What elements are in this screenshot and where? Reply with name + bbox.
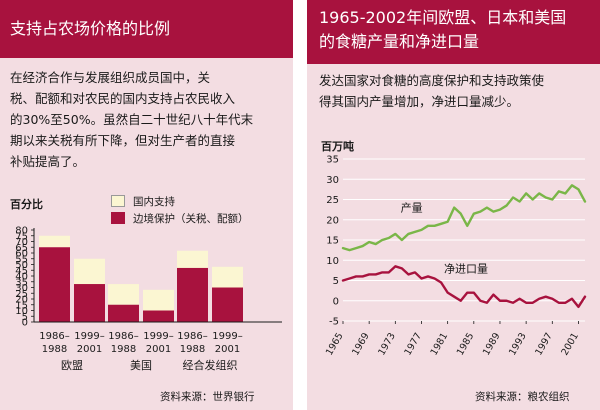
x-period-label: 1999– — [74, 331, 104, 342]
y-tick-label: 10 — [326, 256, 339, 267]
x-period-label: 1999– — [212, 331, 242, 342]
x-group-label: 经合发组织 — [183, 358, 238, 372]
x-tick-label: 1985 — [455, 331, 477, 357]
x-tick-label: 1969 — [350, 331, 372, 357]
y-tick-label: 60 — [15, 249, 28, 260]
legend-swatch-border — [111, 212, 125, 224]
x-tick-label: 1989 — [481, 331, 503, 357]
x-period-label: 2001 — [215, 344, 240, 355]
y-tick-label: 20 — [326, 215, 339, 226]
right-line-chart: -5 0 5 10 15 20 25 30 35 1965 1969 1973 1977 1981 1985… — [324, 155, 587, 357]
x-period-label: 1986– — [108, 331, 138, 342]
x-tick-label: 1965 — [324, 331, 346, 357]
y-tick-label: 40 — [15, 272, 28, 283]
bar-border — [212, 287, 243, 322]
left-body-line: 补贴提高了。 — [10, 154, 86, 169]
right-body-line: 得其国内产量增加，净进口量减少。 — [319, 94, 520, 109]
legend-label-border: 边境保护（关税、配额） — [133, 213, 249, 225]
series-label: 净进口量 — [444, 261, 488, 275]
bar-border — [74, 284, 105, 322]
y-tick-label: 5 — [22, 312, 28, 323]
bar-domestic — [212, 266, 243, 288]
right-source: 资料来源：粮农组织 — [475, 391, 570, 403]
left-header: 支持占农场价格的比例 — [0, 0, 293, 58]
x-tick-label: 1993 — [507, 331, 529, 357]
left-body-line: 的30%至50%。虽然自二十世纪八十年代末 — [10, 112, 254, 127]
bar-domestic — [108, 284, 139, 305]
imports-line — [341, 265, 587, 309]
y-tick-label: 0 — [22, 318, 28, 329]
y-tick-label: 15 — [15, 300, 28, 311]
bar-domestic — [39, 235, 70, 248]
y-tick-label: 35 — [15, 277, 28, 288]
x-tick-label: 1981 — [429, 331, 451, 357]
right-y-unit: 百万吨 — [321, 140, 354, 153]
bar-domestic — [143, 289, 174, 311]
left-source: 资料来源：世界银行 — [160, 391, 255, 403]
x-tick-label: 1973 — [376, 331, 398, 357]
x-period-label: 2001 — [146, 344, 171, 355]
x-period-label: 1988 — [180, 344, 205, 355]
y-tick-label: 65 — [15, 243, 28, 254]
bar-border — [108, 304, 139, 322]
bar-domestic — [177, 250, 208, 268]
y-tick-label: 0 — [333, 296, 339, 307]
x-period-label: 1986– — [39, 331, 69, 342]
x-period-label: 1986– — [177, 331, 207, 342]
right-body-line: 发达国家对食糖的高度保护和支持政策使 — [319, 73, 545, 88]
x-period-label: 1999– — [143, 331, 173, 342]
legend-label-domestic: 国内支持 — [133, 196, 175, 208]
y-tick-label: -5 — [329, 317, 339, 328]
x-period-label: 1988 — [111, 344, 136, 355]
y-tick-label: 20 — [15, 295, 28, 306]
y-tick-label: 10 — [15, 306, 28, 317]
y-tick-label: 70 — [15, 237, 28, 248]
left-panel: 支持占农场价格的比例 在经济合作与发展组织成员国中，关 税、配额和对农民的国内支… — [0, 0, 293, 410]
y-tick-label: 25 — [326, 195, 339, 206]
y-tick-label: 80 — [15, 226, 28, 237]
right-title-line: 的食糖产量和净进口量 — [319, 32, 480, 51]
right-panel: 1965-2002年间欧盟、日本和美国 的食糖产量和净进口量 发达国家对食糖的高… — [307, 0, 600, 410]
x-period-label: 2001 — [77, 344, 102, 355]
y-tick-label: 45 — [15, 266, 28, 277]
x-tick-label: 1997 — [533, 331, 555, 357]
x-group-label: 欧盟 — [61, 359, 83, 372]
bar-border — [143, 310, 174, 322]
y-tick-label: 25 — [15, 289, 28, 300]
right-title-line: 1965-2002年间欧盟、日本和美国 — [319, 8, 567, 27]
left-body-line: 期以来关税有所下降，但对生产者的直接 — [10, 133, 236, 148]
bar-domestic — [74, 258, 105, 285]
y-tick-label: 30 — [326, 175, 339, 186]
x-group-label: 美国 — [130, 359, 152, 372]
production-line — [341, 184, 587, 252]
left-body-line: 税、配额和对农民的国内支持占农民收入 — [10, 91, 236, 106]
y-tick-label: 30 — [15, 283, 28, 294]
y-tick-label: 75 — [15, 231, 28, 242]
y-tick-label: 5 — [333, 276, 339, 287]
x-tick-label: 2001 — [559, 331, 581, 357]
left-y-unit: 百分比 — [10, 198, 43, 211]
bar-border — [177, 267, 208, 322]
y-tick-label: 35 — [326, 155, 339, 166]
y-tick-label: 15 — [326, 236, 339, 247]
y-tick-label: 50 — [15, 260, 28, 271]
bar-border — [39, 247, 70, 322]
y-tick-label: 55 — [15, 254, 28, 265]
x-period-label: 1988 — [42, 344, 67, 355]
x-tick-label: 1977 — [402, 331, 424, 357]
legend-swatch-domestic — [111, 195, 125, 207]
left-title: 支持占农场价格的比例 — [10, 19, 171, 38]
left-body-line: 在经济合作与发展组织成员国中，关 — [10, 70, 211, 85]
series-label: 产量 — [401, 201, 423, 215]
right-header: 1965-2002年间欧盟、日本和美国 的食糖产量和净进口量 — [307, 0, 600, 64]
